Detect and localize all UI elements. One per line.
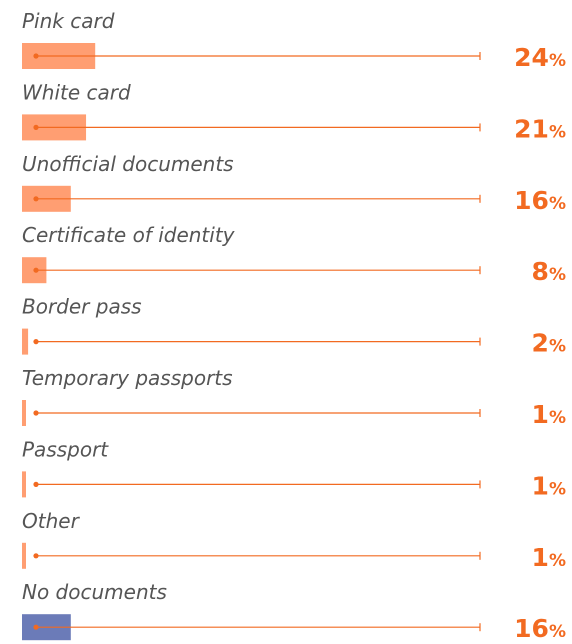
value-label: 16% — [514, 186, 566, 215]
line-start-dot — [33, 196, 39, 202]
value-number: 1 — [532, 543, 549, 572]
category-label: White card — [22, 80, 131, 104]
value-number: 1 — [532, 400, 549, 429]
category-label: Unofficial documents — [22, 152, 234, 176]
value-label: 2% — [532, 329, 566, 358]
line-start-dot — [33, 339, 39, 345]
value-number: 21 — [514, 114, 549, 143]
value-percent-sign: % — [549, 479, 566, 499]
category-label: Passport — [22, 437, 109, 461]
category-label: Certificate of identity — [22, 223, 236, 247]
value-percent-sign: % — [549, 51, 566, 71]
line-start-dot — [33, 553, 39, 559]
chart-row: No documents 16% — [22, 580, 566, 643]
chart-row: Border pass 2% — [22, 295, 566, 358]
value-percent-sign: % — [549, 265, 566, 285]
category-label: No documents — [22, 580, 167, 604]
category-label: Border pass — [22, 295, 142, 319]
value-label: 1% — [532, 400, 566, 429]
value-percent-sign: % — [549, 194, 566, 214]
bar — [22, 542, 26, 569]
value-percent-sign: % — [549, 337, 566, 357]
value-percent-sign: % — [549, 551, 566, 571]
category-label: Pink card — [22, 9, 115, 33]
bar — [22, 400, 26, 426]
bar — [22, 328, 29, 355]
chart-row: Temporary passports 1% — [22, 366, 566, 429]
chart-row: Other 1% — [22, 509, 566, 572]
value-number: 2 — [532, 329, 549, 358]
value-label: 8% — [532, 257, 566, 286]
chart-row: Unofficial documents 16% — [22, 152, 566, 215]
category-label: Other — [22, 509, 81, 533]
value-label: 1% — [532, 543, 566, 572]
value-number: 16 — [514, 186, 549, 215]
line-start-dot — [33, 267, 39, 273]
value-number: 8 — [532, 257, 549, 286]
chart-row: Passport 1% — [22, 437, 566, 500]
line-start-dot — [33, 410, 39, 416]
line-start-dot — [33, 53, 39, 59]
bar — [22, 471, 26, 498]
value-number: 24 — [514, 43, 549, 72]
value-label: 24% — [514, 43, 566, 72]
value-number: 1 — [532, 471, 549, 500]
value-label: 16% — [514, 614, 566, 643]
value-label: 21% — [514, 114, 566, 143]
value-percent-sign: % — [549, 622, 566, 642]
category-label: Temporary passports — [22, 366, 233, 390]
chart-row: Certificate of identity 8% — [22, 223, 566, 286]
value-number: 16 — [514, 614, 549, 643]
line-start-dot — [33, 481, 39, 487]
value-label: 1% — [532, 471, 566, 500]
chart-row: Pink card 24% — [22, 9, 566, 72]
chart-row: White card 21% — [22, 80, 566, 143]
value-percent-sign: % — [549, 408, 566, 428]
line-start-dot — [33, 624, 39, 630]
value-percent-sign: % — [549, 122, 566, 142]
line-start-dot — [33, 124, 39, 130]
